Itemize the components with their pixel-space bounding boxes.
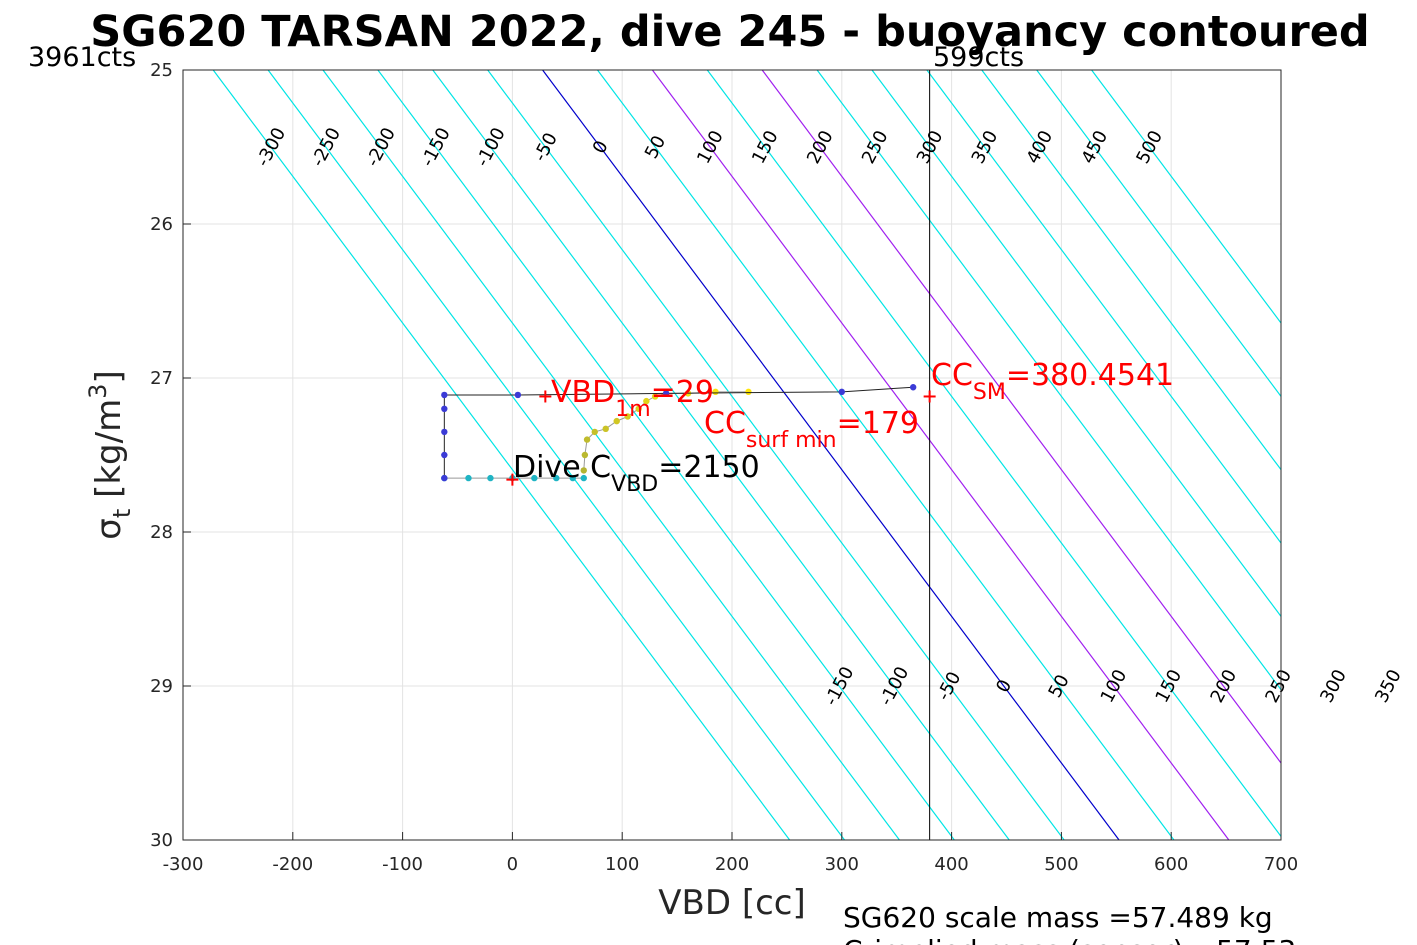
chart-title: SG620 TARSAN 2022, dive 245 - buoyancy c… (90, 7, 1369, 57)
bottom-rise-point (745, 388, 752, 396)
x-tick-label: -200 (272, 854, 313, 875)
ccsurf-post: =179 (837, 406, 919, 441)
ccsm-pre: CC (931, 358, 973, 393)
vbd1m-post: =29 (651, 375, 714, 410)
upper-contour-line (706, 70, 1281, 838)
contour-label-lower: 350 (1371, 666, 1406, 706)
ascent-point (909, 384, 917, 391)
x-tick-label: 200 (715, 854, 749, 875)
bottom-rise-point (635, 405, 642, 412)
upper-contour-line (761, 70, 1281, 765)
vbd1m-sub: 1m (615, 397, 650, 422)
x-tick-label: -100 (382, 854, 423, 875)
upper-contour-line (871, 70, 1281, 618)
y-label-sigma: σ (89, 518, 129, 540)
descent-point (531, 474, 538, 482)
bottom-rise-point (583, 436, 591, 443)
ascent-point (441, 474, 448, 482)
y-label-unit: [kg/m (89, 399, 129, 509)
upper-contour-line (377, 70, 955, 840)
x-tick-label: -300 (163, 854, 204, 875)
upper-contour-line (322, 70, 900, 840)
divec-pre: Dive C (513, 450, 611, 485)
contour-label-lower: 300 (1316, 666, 1351, 706)
bottom-rise-point (651, 393, 659, 400)
annotation-vbd1m: VBD1m=29 (551, 375, 714, 422)
upper-contour-line (1036, 70, 1281, 398)
y-tick-label: 26 (150, 214, 173, 235)
ascent-point (441, 405, 448, 412)
bottom-rise-point (591, 428, 598, 436)
x-tick-label: 300 (825, 854, 859, 875)
y-axis-ticks: 25 26 27 28 29 30 (150, 60, 191, 851)
y-label-sub: t (108, 509, 136, 518)
bottom-rise-point (580, 467, 587, 474)
ascent-point (514, 391, 522, 399)
y-tick-label: 29 (150, 676, 173, 697)
ccsm-sub: SM (973, 380, 1006, 405)
ccsurf-pre: CC (704, 406, 746, 441)
y-tick-label: 30 (150, 830, 173, 851)
descent-point (465, 474, 472, 482)
annotation-ccsm: CCSM=380.4541 (931, 358, 1174, 405)
y-tick-label: 27 (150, 368, 173, 389)
upper-contour-line (1091, 70, 1281, 325)
x-tick-label: 500 (1044, 854, 1078, 875)
bottom-rise-point (602, 425, 609, 433)
red-markers (506, 390, 936, 486)
ascent-point (838, 388, 845, 396)
y-tick-label: 28 (150, 522, 173, 543)
x-tick-label: 0 (507, 854, 518, 875)
data-series (441, 384, 917, 482)
bottom-rise-point (643, 397, 650, 405)
divec-sub: VBD (611, 472, 658, 497)
y-axis-label: σt [kg/m3] (84, 370, 136, 539)
y-label-end: ] (89, 370, 129, 383)
x-tick-label: 400 (934, 854, 968, 875)
upper-contour-line (267, 70, 846, 840)
upper-contour-line (981, 70, 1281, 471)
ccsm-post: =380.4541 (1006, 358, 1174, 393)
corner-label-right: 599cts (933, 42, 1024, 73)
x-axis-ticks: -300 -200 -100 0 100 200 300 400 500 600 700 (163, 832, 1298, 875)
ascent-point (441, 451, 448, 459)
upper-contour-line (816, 70, 1281, 691)
contour-lines (212, 70, 1281, 840)
upper-contour-line (597, 70, 1175, 840)
ccsurf-sub: surf min (746, 428, 837, 453)
ascent-point (662, 390, 670, 397)
x-tick-label: 700 (1264, 854, 1298, 875)
vbd1m-pre: VBD (551, 375, 615, 410)
descent-point (553, 474, 560, 482)
upper-contour-line (487, 70, 1065, 840)
footer-implied-mass: C implied mass (sensor) =57.53 (843, 934, 1296, 945)
upper-contour-line (926, 70, 1281, 545)
upper-contour-line (542, 70, 1120, 840)
bottom-rise-point (581, 451, 589, 459)
upper-contour-line (432, 70, 1010, 840)
ascent-point (441, 391, 448, 399)
footer-scale-mass: SG620 scale mass =57.489 kg (843, 901, 1273, 934)
divec-post: =2150 (658, 450, 759, 485)
bottom-rise-point (624, 413, 631, 420)
upper-contour-line (212, 70, 791, 840)
x-tick-label: 100 (605, 854, 639, 875)
y-label-sup: 3 (84, 384, 112, 399)
descent-point (487, 474, 494, 482)
y-tick-label: 25 (150, 60, 173, 81)
descent-point (580, 474, 587, 482)
annotation-divec: Dive CVBD=2150 (513, 450, 760, 497)
annotation-ccsurf: CCsurf min=179 (704, 406, 919, 453)
upper-contour-line (651, 70, 1230, 840)
descent-point (569, 474, 576, 482)
bottom-rise-point (613, 417, 620, 425)
ascent-point (441, 428, 448, 436)
x-tick-label: 600 (1154, 854, 1188, 875)
x-axis-label: VBD [cc] (658, 883, 806, 923)
corner-label-left: 3961cts (28, 42, 136, 73)
